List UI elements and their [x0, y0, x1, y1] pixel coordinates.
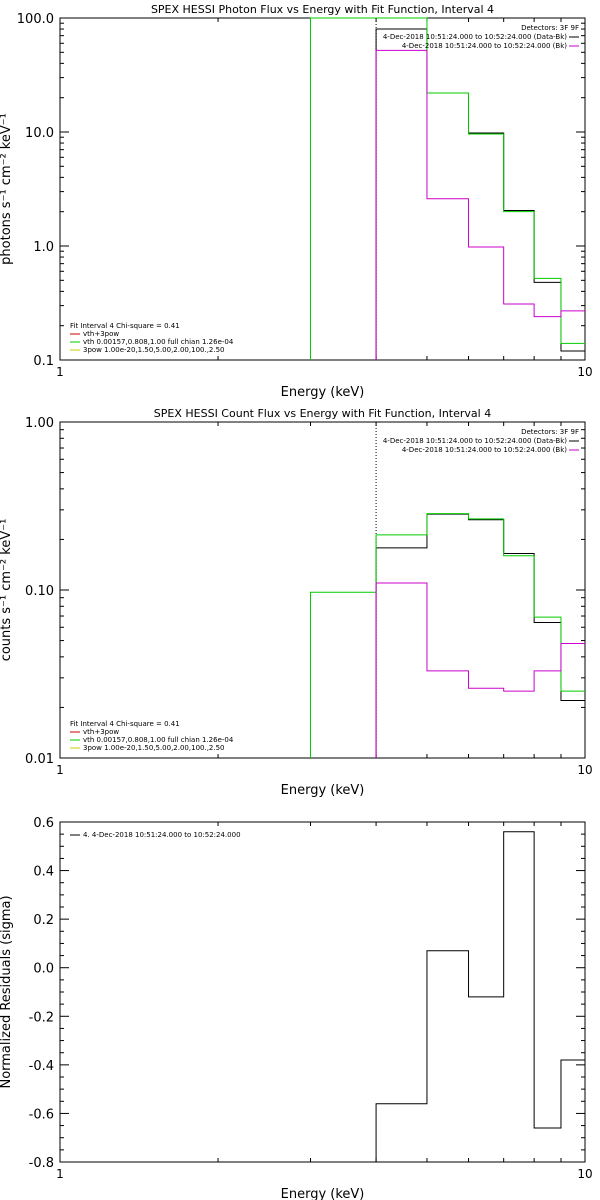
series-0-line [375, 831, 585, 1162]
x-axis-label: Energy (keV) [281, 783, 365, 798]
plot-frame [59, 17, 586, 361]
legend-right-entry: 4-Dec-2018 10:51:24.000 to 10:52:24.000 … [402, 42, 567, 50]
y-axis-label: photons s⁻¹ cm⁻² keV⁻¹ [0, 113, 14, 265]
legend-left-entry: 3pow 1.00e-20,1.50,5.00,2.00,100.,2.50 [83, 346, 225, 354]
legend-right-title: Detectors: 3F 9F [521, 24, 579, 32]
x-tick-label: 10 [577, 365, 592, 379]
x-tick-label: 1 [56, 763, 64, 777]
y-tick-label: -0.6 [29, 1107, 54, 1122]
y-tick-label: 0.1 [33, 354, 54, 369]
legend-left-entry: 4. 4-Dec-2018 10:51:24.000 to 10:52:24.0… [83, 831, 241, 839]
x-tick-label: 10 [577, 763, 592, 777]
series-0-line [375, 513, 585, 758]
chart-title: SPEX HESSI Photon Flux vs Energy with Fi… [151, 3, 494, 16]
y-tick-label: -0.2 [29, 1010, 54, 1025]
legend-left-title: Fit Interval 4 Chi-square = 0.41 [70, 720, 180, 728]
y-tick-label: 0.01 [25, 752, 54, 767]
x-axis-label: Energy (keV) [281, 1187, 365, 1200]
y-axis-label: counts s⁻¹ cm⁻² keV⁻¹ [0, 519, 14, 662]
x-axis-label: Energy (keV) [281, 385, 365, 400]
series-2-line [375, 582, 585, 758]
y-tick-label: -0.8 [29, 1156, 54, 1171]
legend-right-title: Detectors: 3F 9F [521, 428, 579, 436]
x-tick-label: 10 [577, 1167, 592, 1181]
series-0-line [375, 28, 585, 360]
plot-frame [59, 421, 586, 759]
legend-left-entry: vth 0.00157,0.808,1.00 full chian 1.26e-… [83, 338, 234, 346]
legend-right-entry: 4-Dec-2018 10:51:24.000 to 10:52:24.000 … [383, 437, 567, 445]
y-tick-label: 1.0 [33, 240, 54, 255]
legend-left-title: Fit Interval 4 Chi-square = 0.41 [70, 322, 180, 330]
y-tick-label: 0.10 [25, 584, 54, 599]
x-tick-label: 1 [56, 365, 64, 379]
series-1-line [309, 513, 585, 758]
y-tick-label: 1.00 [25, 416, 54, 431]
legend-right-entry: 4-Dec-2018 10:51:24.000 to 10:52:24.000 … [383, 33, 567, 41]
series-2-line [375, 49, 585, 360]
y-tick-label: 10.0 [25, 126, 54, 141]
legend-left-entry: vth+3pow [83, 330, 119, 338]
y-tick-label: -0.4 [29, 1059, 54, 1074]
plot-frame [59, 821, 586, 1163]
legend-right-entry: 4-Dec-2018 10:51:24.000 to 10:52:24.000 … [402, 446, 567, 454]
y-tick-label: 100.0 [17, 12, 54, 27]
chart-title: SPEX HESSI Count Flux vs Energy with Fit… [154, 407, 491, 420]
y-tick-label: 0.2 [33, 913, 54, 928]
series-1-line [309, 17, 585, 360]
y-axis-label: Normalized Residuals (sigma) [0, 895, 14, 1088]
legend-left-entry: vth 0.00157,0.808,1.00 full chian 1.26e-… [83, 736, 234, 744]
y-tick-label: 0.0 [33, 962, 54, 977]
legend-left-entry: vth+3pow [83, 728, 119, 736]
y-tick-label: 0.4 [33, 865, 54, 880]
legend-left-entry: 3pow 1.00e-20,1.50,5.00,2.00,100.,2.50 [83, 744, 225, 752]
y-tick-label: 0.6 [33, 816, 54, 831]
x-tick-label: 1 [56, 1167, 64, 1181]
